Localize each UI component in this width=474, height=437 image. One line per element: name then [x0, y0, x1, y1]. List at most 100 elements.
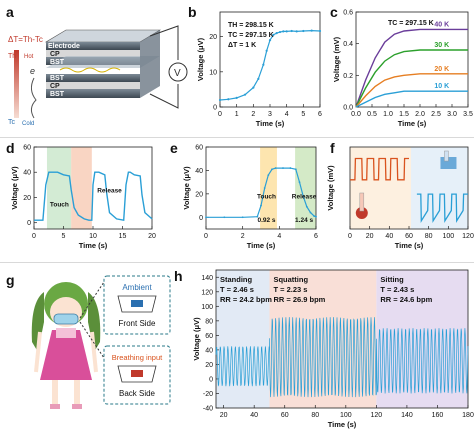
cooling-region: [410, 147, 468, 229]
chart-f: 0 20 40 60 80 100 120 Time (s) Voltage (mV): [326, 146, 474, 250]
y-tick-label: 60: [205, 333, 213, 340]
phase-label: Sitting: [380, 275, 404, 284]
y-tick-label: 0.0: [343, 105, 353, 112]
tc-label: Tc: [8, 119, 16, 126]
x-tick-label: 160: [432, 412, 444, 419]
x-axis-label: Time (s): [256, 119, 285, 128]
mask-illustration: Ambient Front Side Breathing input Back …: [31, 275, 171, 409]
x-tick-label: 120: [462, 233, 474, 240]
panel-label-a: a: [6, 4, 14, 20]
x-tick-label: 2: [241, 233, 245, 240]
y-tick-label: 20: [205, 362, 213, 369]
phase-period: T = 2.43 s: [380, 285, 414, 294]
x-tick-label: 100: [442, 233, 454, 240]
x-tick-label: 3.5: [463, 111, 473, 118]
chart-h: 20 40 60 80 100 120 140 160 180 -40 -20 0 20 40 60 80 10…: [192, 269, 474, 429]
voltmeter-label: V: [174, 68, 181, 79]
y-tick-label: -20: [203, 391, 213, 398]
x-tick-label: 40: [250, 412, 258, 419]
x-tick-label: 40: [385, 233, 393, 240]
x-tick-label: 0: [204, 233, 208, 240]
girl-figure: [31, 282, 101, 409]
x-tick-label: 10: [89, 233, 97, 240]
series-line: [355, 49, 468, 108]
electron-symbol: e: [30, 66, 35, 76]
x-tick-label: 100: [340, 412, 352, 419]
x-tick-label: 1: [235, 111, 239, 118]
cold-label: Cold: [22, 121, 34, 127]
x-axis-label: Time (s): [395, 241, 424, 250]
touch-region: [46, 147, 72, 229]
back-side-label: Back Side: [119, 389, 156, 398]
x-axis-label: Time (s): [328, 420, 357, 429]
x-axis-label: Time (s): [79, 241, 108, 250]
plot-frame: [215, 269, 469, 409]
y-tick-label: 0: [199, 215, 203, 222]
x-tick-label: 80: [425, 233, 433, 240]
panel-label-c: c: [330, 4, 338, 20]
plot-frame: [205, 146, 317, 230]
annotation: Touch: [50, 201, 69, 208]
x-tick-label: 3: [268, 111, 272, 118]
y-axis-label: Voltage (mV): [332, 36, 341, 82]
x-tick-label: 80: [311, 412, 319, 419]
series-label: 10 K: [434, 83, 449, 90]
th-label: Th: [8, 53, 16, 60]
carrier-path: [30, 77, 37, 119]
x-tick-label: 20: [220, 412, 228, 419]
series-line: [355, 73, 468, 108]
x-tick-label: 4: [285, 111, 289, 118]
y-tick-label: 100: [201, 304, 213, 311]
ambient-label: Ambient: [122, 283, 152, 292]
layer-label: BST: [50, 75, 65, 82]
y-tick-label: 0: [209, 376, 213, 383]
series-line: [355, 90, 468, 108]
y-tick-label: 20: [195, 191, 203, 198]
annotation: 0.92 s: [257, 217, 275, 224]
x-axis-label: Time (s): [398, 119, 427, 128]
phase-rate: RR = 24.6 bpm: [380, 295, 432, 304]
x-tick-label: 1.0: [383, 111, 393, 118]
panel-label-f: f: [330, 140, 335, 156]
hot-label: Hot: [24, 54, 34, 60]
x-tick-label: 5: [62, 233, 66, 240]
y-tick-label: 40: [195, 168, 203, 175]
annotation: TH = 298.15 K: [228, 22, 274, 29]
layer-label: BST: [50, 59, 65, 66]
release-region: [71, 147, 92, 229]
x-tick-label: 3.0: [447, 111, 457, 118]
layer-label: CP: [50, 83, 60, 90]
panel-label-e: e: [170, 140, 178, 156]
plot-frame: [355, 11, 469, 108]
divider: [0, 262, 474, 263]
series-line: [350, 157, 409, 181]
phase-label: Standing: [220, 275, 252, 284]
layer-label: Electrode: [48, 43, 80, 50]
y-axis-label: Voltage (mV): [326, 165, 335, 211]
heat-source-icon: [355, 207, 368, 219]
y-tick-label: 0.2: [343, 73, 353, 80]
divider: [0, 137, 474, 138]
series-label: 20 K: [434, 66, 449, 73]
x-tick-label: 20: [148, 233, 156, 240]
annotation: TC = 297.15 K: [388, 20, 434, 27]
y-axis-label: Voltage (μV): [182, 166, 191, 210]
y-tick-label: 80: [205, 318, 213, 325]
y-axis-label: Voltage (μV): [10, 166, 19, 210]
panel-label-d: d: [6, 140, 15, 156]
y-tick-label: 0: [27, 220, 31, 227]
annotation: ΔT = 1 K: [228, 42, 256, 49]
y-tick-label: 0: [213, 105, 217, 112]
x-tick-label: 120: [371, 412, 383, 419]
panel-label-g: g: [6, 272, 15, 288]
annotation: Release: [292, 194, 317, 201]
x-tick-label: 15: [119, 233, 127, 240]
front-side-label: Front Side: [119, 319, 156, 328]
x-tick-label: 180: [462, 412, 474, 419]
layer-label: CP: [50, 51, 60, 58]
phase-region: [216, 270, 270, 408]
phase-label: Squatting: [273, 275, 308, 284]
series-label: 40 K: [434, 21, 449, 28]
